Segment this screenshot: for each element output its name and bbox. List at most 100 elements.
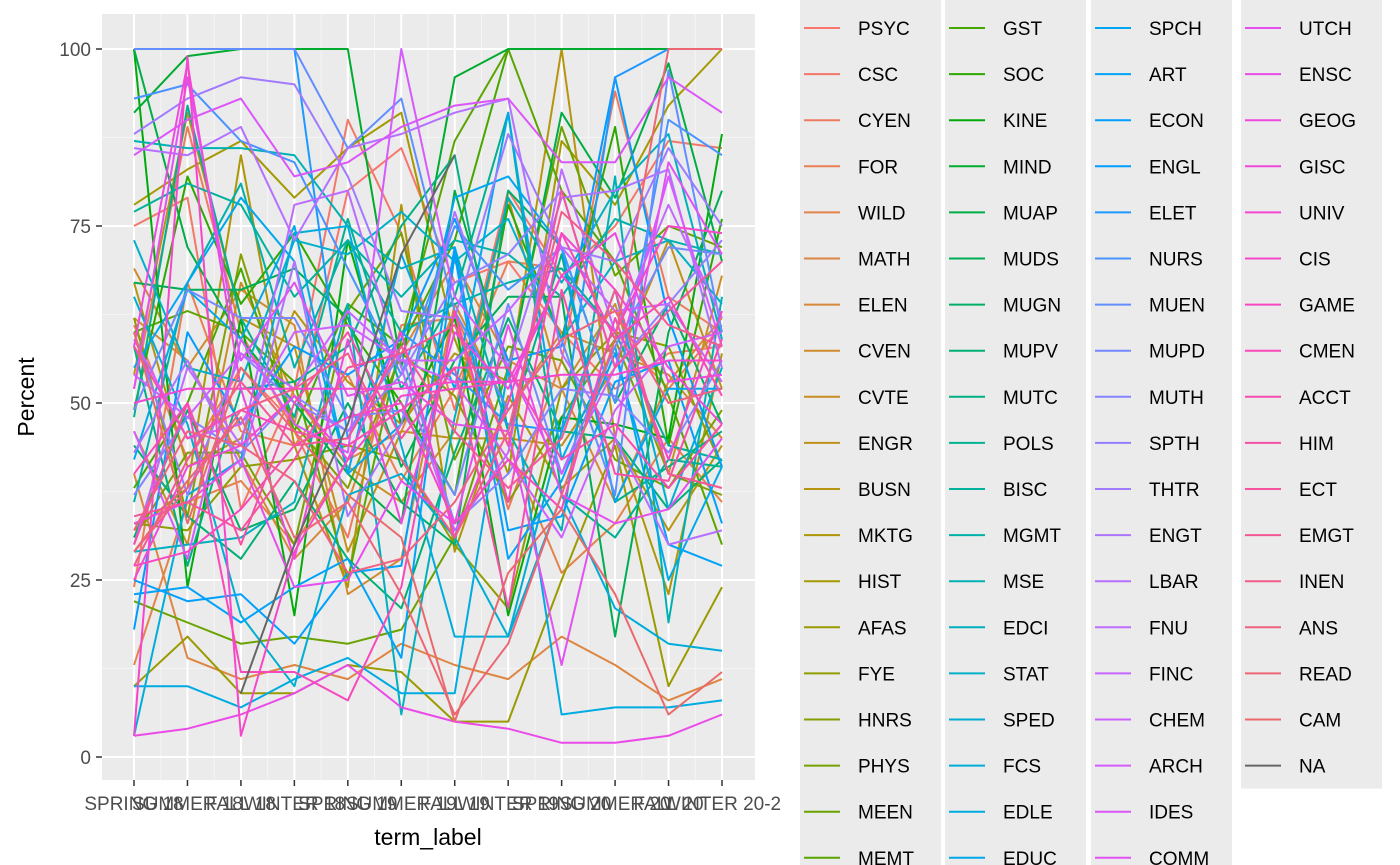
legend-label-meen: MEEN [858, 803, 913, 824]
legend-column-bg [800, 0, 941, 865]
legend-label-muds: MUDS [1003, 250, 1059, 271]
legend: PSYC CSC CYEN FOR WILD MATH ELEN CVEN CVTE ENGR BU… [800, 0, 1382, 865]
x-tick-label: SPRING 20 [512, 794, 611, 815]
legend-label-elet: ELET [1149, 203, 1197, 224]
legend-label-geog: GEOG [1299, 111, 1356, 132]
legend-label-pols: POLS [1003, 434, 1054, 455]
series-lines [133, 48, 723, 744]
legend-label-cvte: CVTE [858, 388, 909, 409]
x-tick-label: SUMMER 18 [132, 794, 243, 815]
legend-label-game: GAME [1299, 296, 1355, 317]
legend-label-for: FOR [858, 157, 898, 178]
series-line-pols [133, 104, 723, 539]
legend-label-engt: ENGT [1149, 526, 1202, 547]
x-tick-label: FALL 19 [420, 794, 490, 815]
legend-label-engl: ENGL [1149, 157, 1201, 178]
legend-label-cis: CIS [1299, 250, 1331, 271]
legend-label-elen: ELEN [858, 296, 908, 317]
legend-label-fnu: FNU [1149, 618, 1188, 639]
legend-label-afas: AFAS [858, 618, 907, 639]
legend-label-cmen: CMEN [1299, 342, 1355, 363]
legend-column-bg [1241, 0, 1382, 789]
series-line-cmen [133, 232, 723, 702]
legend-label-art: ART [1149, 65, 1187, 86]
series-line-cam [133, 331, 723, 723]
legend-label-math: MATH [858, 250, 910, 271]
legend-label-fcs: FCS [1003, 757, 1041, 778]
legend-label-mse: MSE [1003, 572, 1044, 593]
y-tick-label: 75 [70, 217, 91, 238]
legend-label-cven: CVEN [858, 342, 911, 363]
legend-label-edci: EDCI [1003, 618, 1048, 639]
legend-label-acct: ACCT [1299, 388, 1351, 409]
legend-column-bg [945, 0, 1086, 865]
legend-label-phys: PHYS [858, 757, 910, 778]
series-line-afas [133, 444, 723, 723]
legend-label-mgmt: MGMT [1003, 526, 1061, 547]
legend-label-comm: COMM [1149, 849, 1209, 865]
legend-label-mugn: MUGN [1003, 296, 1061, 317]
legend-label-econ: ECON [1149, 111, 1204, 132]
legend-column-bg [1091, 0, 1232, 865]
legend-label-hnrs: HNRS [858, 711, 912, 732]
series-line-meen [133, 125, 723, 645]
series-line-game [133, 310, 723, 567]
legend-label-mupd: MUPD [1149, 342, 1205, 363]
series-line-muap [133, 48, 723, 525]
series-line-engl [133, 76, 723, 630]
y-tick-label: 100 [59, 40, 91, 61]
series-line-arch [133, 48, 723, 560]
legend-label-cam: CAM [1299, 711, 1341, 732]
legend-label-muen: MUEN [1149, 296, 1205, 317]
legend-label-spth: SPTH [1149, 434, 1200, 455]
legend-label-sped: SPED [1003, 711, 1055, 732]
legend-label-inen: INEN [1299, 572, 1344, 593]
x-tick-label: FALL 20 [634, 794, 704, 815]
legend-label-nurs: NURS [1149, 250, 1203, 271]
legend-label-lbar: LBAR [1149, 572, 1199, 593]
legend-label-chem: CHEM [1149, 711, 1205, 732]
legend-label-gisc: GISC [1299, 157, 1345, 178]
series-line-univ [133, 359, 722, 404]
x-tick-label: FALL 18 [206, 794, 276, 815]
series-line-muds [133, 190, 723, 638]
legend-label-memt: MEMT [858, 849, 914, 865]
series-line-econ [133, 246, 723, 645]
legend-label-finc: FINC [1149, 664, 1193, 685]
series-line-mutc [133, 154, 723, 567]
series-line-gisc [133, 232, 723, 581]
legend-label-thtr: THTR [1149, 480, 1200, 501]
x-axis-title: term_label [374, 824, 481, 850]
legend-label-arch: ARCH [1149, 757, 1203, 778]
legend-label-emgt: EMGT [1299, 526, 1354, 547]
legend-label-busn: BUSN [858, 480, 911, 501]
legend-label-mind: MIND [1003, 157, 1052, 178]
series-line-mgmt [133, 182, 723, 503]
y-tick-label: 25 [70, 571, 91, 592]
x-tick-label: WINTER 19 [458, 794, 559, 815]
legend-label-engr: ENGR [858, 434, 913, 455]
series-line-edle [134, 366, 723, 716]
legend-label-cyen: CYEN [858, 111, 911, 132]
legend-label-kine: KINE [1003, 111, 1047, 132]
y-axis-title: Percent [13, 357, 39, 437]
legend-label-bisc: BISC [1003, 480, 1047, 501]
legend-label-mktg: MKTG [858, 526, 913, 547]
legend-label-na: NA [1299, 757, 1326, 778]
legend-label-csc: CSC [858, 65, 898, 86]
legend-label-mupv: MUPV [1003, 342, 1058, 363]
series-line-read [133, 48, 722, 716]
series-line-hnrs [133, 253, 723, 518]
y-tick-label: 50 [70, 394, 91, 415]
legend-label-gst: GST [1003, 19, 1042, 40]
x-tick-label: WINTER 20-2 [663, 794, 781, 815]
legend-label-hist: HIST [858, 572, 902, 593]
legend-label-ides: IDES [1149, 803, 1193, 824]
series-line-him [133, 288, 723, 610]
series-line-ides [133, 76, 723, 178]
legend-label-edle: EDLE [1003, 803, 1053, 824]
legend-label-muth: MUTH [1149, 388, 1204, 409]
series-line-inen [133, 210, 723, 553]
legend-label-educ: EDUC [1003, 849, 1057, 865]
